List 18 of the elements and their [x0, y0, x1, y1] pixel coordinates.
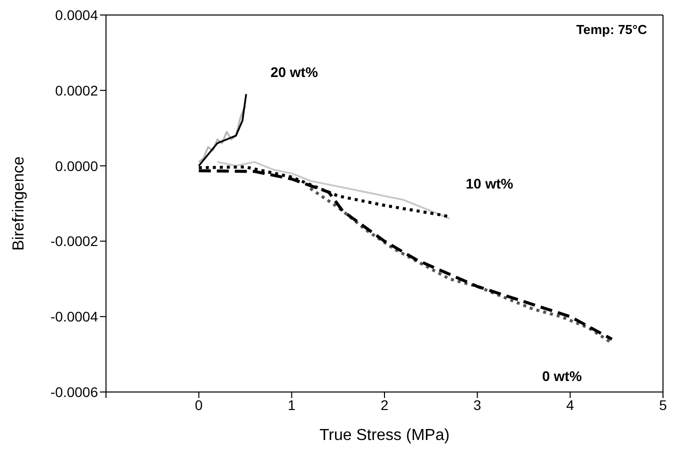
- x-tick-label: 2: [380, 396, 389, 413]
- y-axis-title: Birefringence: [10, 156, 28, 251]
- x-tick-label: 3: [473, 396, 482, 413]
- text: 0 wt%: [542, 368, 582, 384]
- text: 20 wt%: [270, 64, 318, 80]
- x-tick-label: 1: [288, 396, 296, 413]
- annotation: Temp: 75°C: [576, 22, 647, 37]
- text: 10 wt%: [466, 176, 514, 192]
- y-tick-label: 0.0002: [55, 82, 98, 98]
- x-tick-label: 4: [566, 396, 574, 413]
- y-tick-label: -0.0004: [50, 308, 98, 325]
- y-tick-label: -0.0006: [50, 384, 98, 400]
- y-tick-label: 0.0004: [55, 6, 98, 23]
- y-tick-label: -0.0002: [50, 233, 98, 250]
- x-tick-label: 0: [194, 396, 203, 413]
- y-tick-label: 0.0000: [55, 158, 98, 174]
- x-axis-title: True Stress (MPa): [319, 427, 450, 444]
- x-tick-label: 5: [659, 396, 668, 413]
